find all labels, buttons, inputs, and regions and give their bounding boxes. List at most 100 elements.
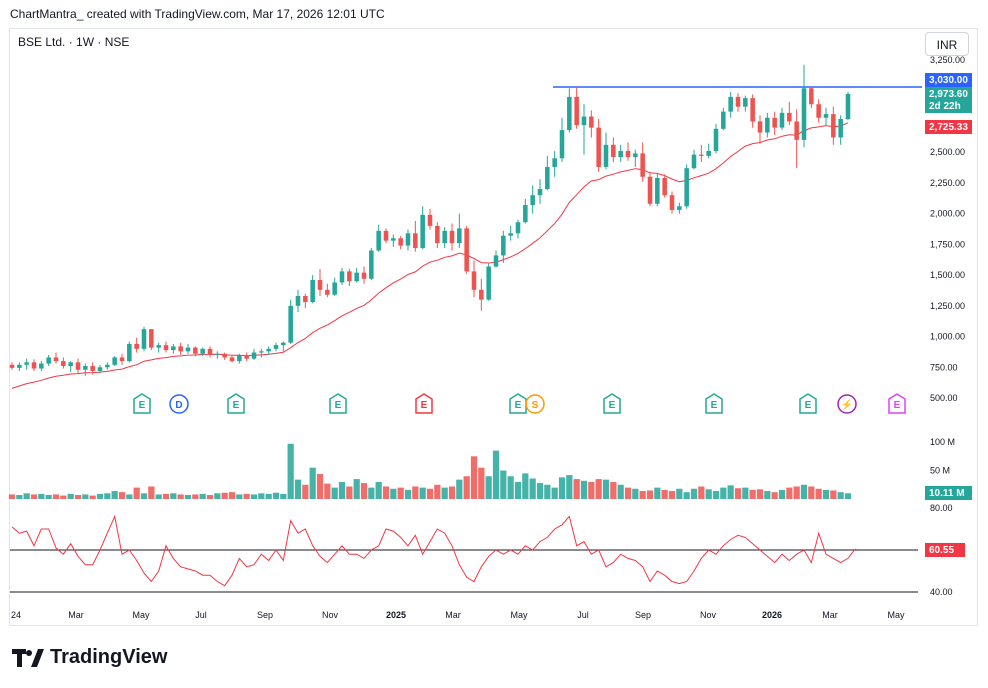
candle-up: [391, 234, 396, 247]
volume-bar: [793, 486, 800, 499]
candle-down: [75, 358, 81, 374]
time-axis-year-label: 2025: [386, 610, 406, 620]
price-tick-label: 2,250.00: [930, 178, 965, 188]
volume-bar: [236, 494, 243, 499]
candle-body: [589, 116, 594, 128]
candle-down: [207, 346, 213, 358]
volume-bar: [287, 443, 294, 499]
candle-body: [90, 366, 95, 371]
candle-body: [376, 230, 381, 251]
candle-up: [743, 95, 748, 112]
candle-body: [427, 214, 433, 226]
candle-body: [68, 362, 73, 367]
candle-up: [266, 346, 271, 355]
event-badge-text: D: [175, 400, 182, 411]
candle-body: [39, 363, 44, 369]
candle-up: [24, 358, 29, 370]
volume-bar: [228, 492, 236, 499]
candle-up: [39, 361, 44, 371]
volume-bar: [38, 493, 45, 499]
symbol-legend[interactable]: BSE Ltd. · 1W · NSE: [18, 35, 130, 49]
volume-bar: [221, 492, 228, 499]
candle-down: [669, 191, 675, 214]
candle-body: [97, 367, 103, 371]
candle-down: [90, 362, 95, 375]
volume-bar: [52, 494, 60, 499]
candle-up: [713, 123, 719, 154]
candle-down: [427, 208, 433, 230]
candle-down: [9, 362, 15, 370]
volume-bar: [177, 494, 184, 499]
volume-bar: [60, 495, 67, 499]
volume-bar: [676, 488, 683, 499]
event-badge-shape: [415, 393, 433, 414]
attribution-header: ChartMantra_ created with TradingView.co…: [10, 7, 385, 21]
candle-body: [559, 130, 565, 159]
candle-body: [530, 195, 535, 206]
candle-body: [61, 361, 66, 367]
candle-down: [735, 93, 741, 112]
candle-body: [46, 357, 51, 364]
volume-bar: [346, 486, 353, 499]
candle-body: [816, 104, 821, 118]
candle-up: [581, 104, 587, 155]
candle-body: [713, 128, 719, 151]
time-axis-month-label: May: [510, 610, 528, 620]
volume-bar: [184, 495, 192, 499]
candle-down: [640, 142, 645, 182]
candle-up: [215, 351, 220, 359]
volume-bar: [390, 488, 397, 499]
volume-bar: [514, 481, 522, 499]
countdown-label: 2d 22h: [929, 101, 961, 112]
candle-up: [200, 347, 205, 357]
currency-button[interactable]: INR: [925, 32, 969, 56]
event-marker: E: [329, 393, 347, 414]
volume-bar: [67, 493, 74, 499]
candle-body: [831, 114, 836, 138]
candle-down: [831, 106, 836, 145]
time-axis-month-label: Jul: [195, 610, 207, 620]
candle-body: [405, 233, 411, 246]
volume-bar: [771, 492, 778, 499]
candle-down: [662, 174, 667, 198]
candle-body: [339, 271, 345, 283]
candle-up: [295, 289, 301, 312]
time-axis-month-label: May: [887, 610, 905, 620]
volume-bar: [8, 494, 16, 499]
volume-bar: [272, 492, 280, 499]
volume-bar: [536, 483, 544, 499]
candle-body: [288, 305, 293, 343]
volume-bar: [89, 495, 96, 499]
candle-up: [97, 364, 103, 374]
candle-body: [706, 150, 711, 156]
candle-down: [479, 278, 484, 311]
volume-bar: [448, 486, 456, 499]
candle-body: [567, 96, 572, 131]
volume-bar: [683, 492, 690, 499]
volume-bar: [412, 486, 419, 499]
candle-body: [669, 195, 675, 210]
volume-bar: [566, 475, 573, 499]
candle-up: [185, 343, 191, 354]
tradingview-logo[interactable]: TradingView: [12, 646, 167, 669]
event-badge-shape: [603, 393, 621, 414]
volume-bar: [280, 493, 287, 499]
price-tick-label: 750.00: [930, 362, 958, 372]
candle-down: [611, 137, 616, 163]
volume-bar: [360, 483, 368, 499]
volume-bar: [434, 484, 441, 499]
last-price-label: 2,973.60: [929, 89, 968, 100]
event-marker: E: [227, 393, 245, 414]
candle-body: [633, 153, 638, 158]
candle-up: [105, 362, 110, 370]
rsi-last-label: 60.55: [929, 545, 954, 556]
candle-up: [486, 262, 491, 301]
candle-body: [361, 272, 367, 279]
candle-body: [383, 230, 389, 241]
time-axis-month-label: Nov: [700, 610, 717, 620]
event-badge-shape: [705, 393, 723, 414]
candle-up: [68, 361, 73, 373]
volume-bar: [485, 476, 492, 499]
volume-bar: [727, 485, 734, 499]
